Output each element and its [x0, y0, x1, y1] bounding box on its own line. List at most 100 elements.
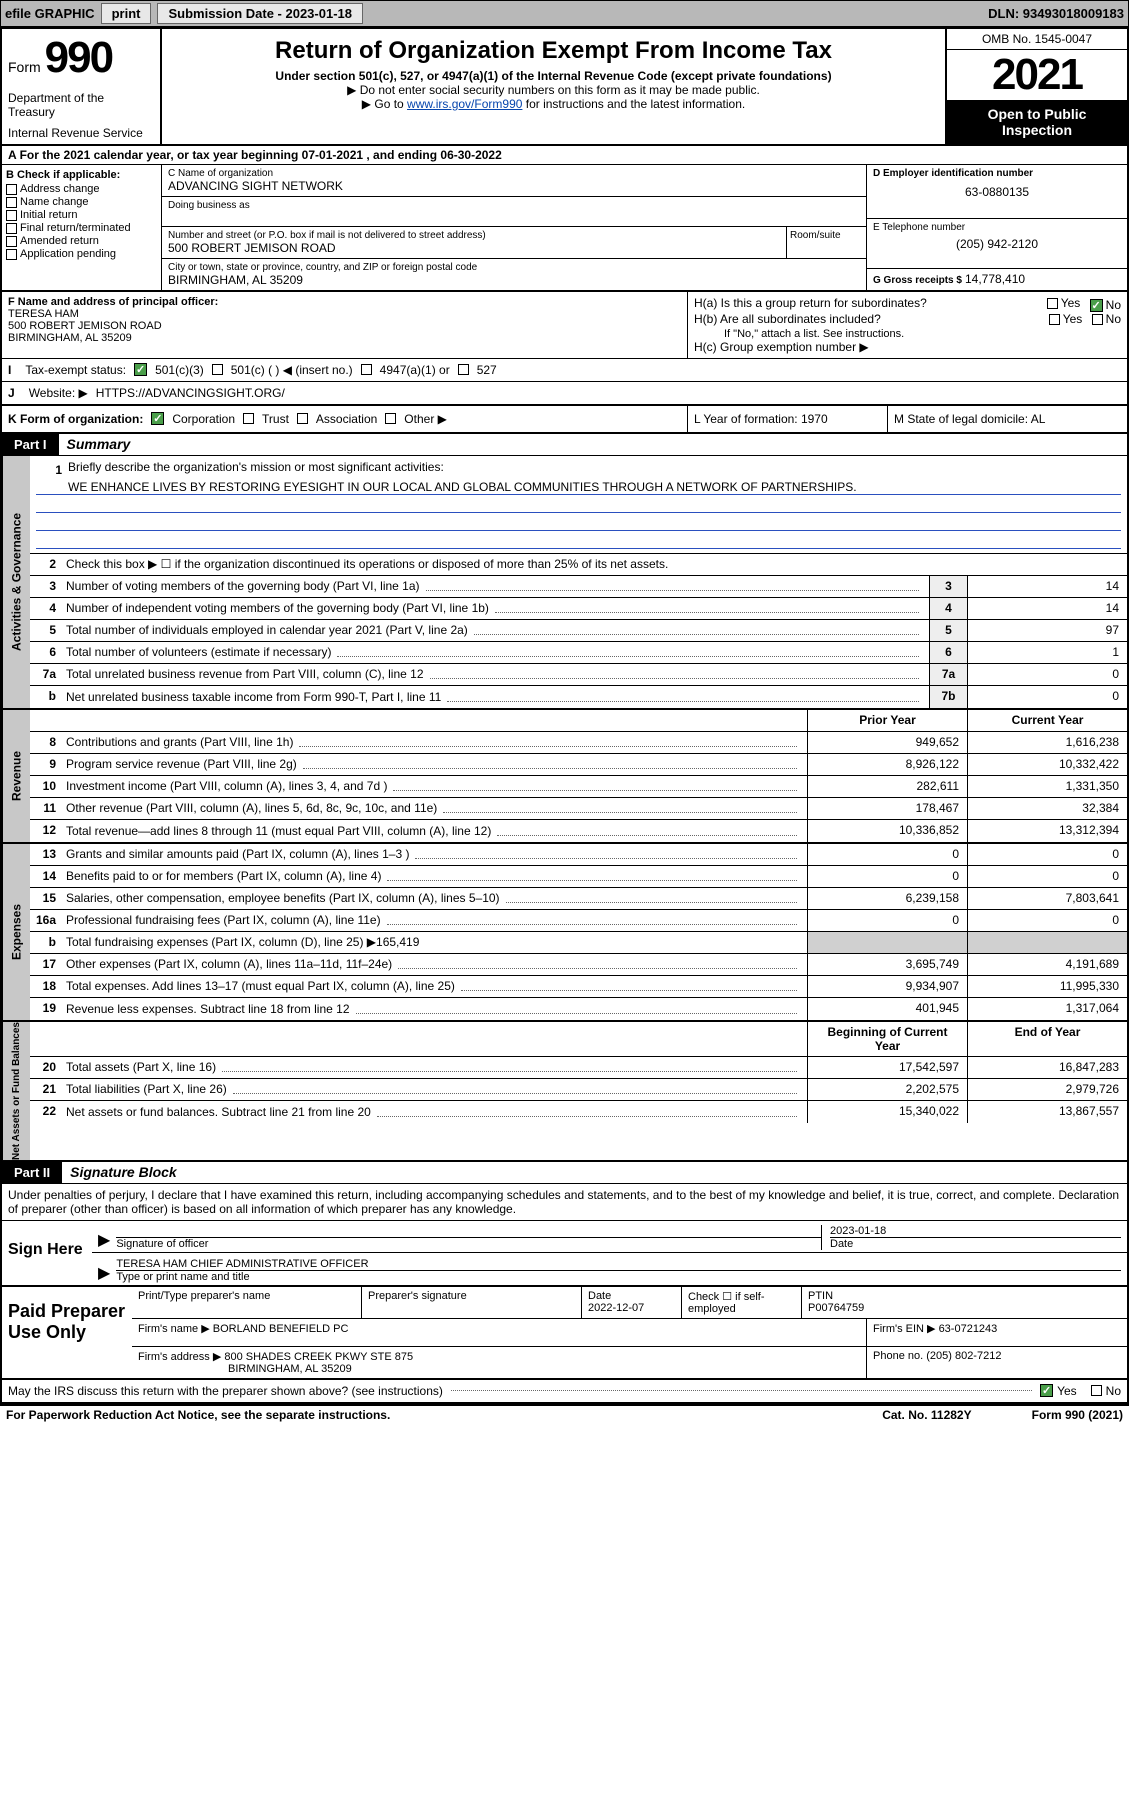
table-row: 20 Total assets (Part X, line 16) 17,542… — [30, 1057, 1127, 1079]
table-row: 14 Benefits paid to or for members (Part… — [30, 866, 1127, 888]
line-desc: Program service revenue (Part VIII, line… — [62, 754, 807, 775]
line-prior: 178,467 — [807, 798, 967, 819]
officer-label: F Name and address of principal officer: — [8, 296, 681, 308]
prep-name-header: Print/Type preparer's name — [132, 1287, 362, 1318]
line-num: 4 — [30, 598, 62, 619]
line-value: 97 — [967, 620, 1127, 641]
line-value: 14 — [967, 576, 1127, 597]
omb-number: OMB No. 1545-0047 — [947, 29, 1127, 50]
line-prior: 2,202,575 — [807, 1079, 967, 1100]
tab-revenue: Revenue — [2, 710, 30, 842]
line-prior: 401,945 — [807, 998, 967, 1020]
header-right: OMB No. 1545-0047 2021 Open to Public In… — [947, 29, 1127, 144]
line-desc: Contributions and grants (Part VIII, lin… — [62, 732, 807, 753]
cb-final-return[interactable] — [6, 223, 17, 234]
discuss-label: May the IRS discuss this return with the… — [8, 1384, 443, 1398]
line-desc: Revenue less expenses. Subtract line 18 … — [62, 998, 807, 1020]
table-row: 9 Program service revenue (Part VIII, li… — [30, 754, 1127, 776]
part2-badge: Part II — [2, 1162, 62, 1183]
line-num: b — [30, 932, 62, 953]
preparer-block: Paid Preparer Use Only Print/Type prepar… — [2, 1287, 1127, 1380]
line-prior: 17,542,597 — [807, 1057, 967, 1078]
discuss-yes-cb-checked[interactable]: ✓ — [1040, 1384, 1053, 1397]
col-d-ein: D Employer identification number 63-0880… — [867, 165, 1127, 290]
line-prior: 9,934,907 — [807, 976, 967, 997]
line-num: 6 — [30, 642, 62, 663]
line-num: 18 — [30, 976, 62, 997]
form-title: Return of Organization Exempt From Incom… — [168, 37, 939, 65]
table-row: b Total fundraising expenses (Part IX, c… — [30, 932, 1127, 954]
line-box: 6 — [929, 642, 967, 663]
part1-header-row: Part I Summary — [2, 434, 1127, 456]
table-row: 5 Total number of individuals employed i… — [30, 620, 1127, 642]
501c-cb[interactable] — [212, 364, 223, 375]
instr-1: ▶ Do not enter social security numbers o… — [168, 83, 939, 97]
cb-application-pending[interactable] — [6, 249, 17, 260]
mission-block: 1 Briefly describe the organization's mi… — [30, 456, 1127, 554]
officer-name: TERESA HAM — [8, 308, 681, 320]
irs-label: Internal Revenue Service — [8, 126, 154, 140]
tax-year: 2021 — [947, 50, 1127, 100]
dba-label: Doing business as — [168, 200, 860, 211]
trust-cb[interactable] — [243, 413, 254, 424]
line-value: 0 — [967, 664, 1127, 685]
gross-label: G Gross receipts $ — [873, 275, 962, 286]
line-prior: 0 — [807, 866, 967, 887]
line-current: 7,803,641 — [967, 888, 1127, 909]
cb-name-change[interactable] — [6, 197, 17, 208]
corp-cb-checked[interactable]: ✓ — [151, 412, 164, 425]
officer-addr2: BIRMINGHAM, AL 35209 — [8, 332, 681, 344]
ein-label: D Employer identification number — [873, 168, 1121, 179]
other-cb[interactable] — [385, 413, 396, 424]
tel-value: (205) 942-2120 — [873, 237, 1121, 251]
discuss-no-cb[interactable] — [1091, 1385, 1102, 1396]
501c3-cb-checked[interactable]: ✓ — [134, 363, 147, 376]
line-desc: Number of independent voting members of … — [62, 598, 929, 619]
ha-label: H(a) Is this a group return for subordin… — [694, 296, 927, 312]
cb-address-change[interactable] — [6, 184, 17, 195]
line-current: 2,979,726 — [967, 1079, 1127, 1100]
cb-amended[interactable] — [6, 236, 17, 247]
typed-label: Type or print name and title — [116, 1270, 1121, 1283]
line-desc: Other revenue (Part VIII, column (A), li… — [62, 798, 807, 819]
part2-title: Signature Block — [62, 1164, 177, 1180]
line-prior: 949,652 — [807, 732, 967, 753]
sig-date-label: Date — [830, 1237, 1121, 1250]
table-row: 4 Number of independent voting members o… — [30, 598, 1127, 620]
ha-no-cb-checked[interactable]: ✓ — [1090, 299, 1103, 312]
form-subtitle: Under section 501(c), 527, or 4947(a)(1)… — [168, 69, 939, 83]
cb-initial-return[interactable] — [6, 210, 17, 221]
line-num: 17 — [30, 954, 62, 975]
line-prior-shaded — [807, 932, 967, 953]
city-label: City or town, state or province, country… — [168, 262, 860, 273]
line-box: 7a — [929, 664, 967, 685]
table-row: 7a Total unrelated business revenue from… — [30, 664, 1127, 686]
line-prior: 282,611 — [807, 776, 967, 797]
ha-yes-cb[interactable] — [1047, 298, 1058, 309]
hb-yes-cb[interactable] — [1049, 314, 1060, 325]
line-current: 13,312,394 — [967, 820, 1127, 842]
tab-governance: Activities & Governance — [2, 456, 30, 708]
form-word: Form — [8, 59, 41, 75]
tel-label: E Telephone number — [873, 222, 1121, 233]
submission-date-button[interactable]: Submission Date - 2023-01-18 — [157, 3, 363, 24]
4947-cb[interactable] — [361, 364, 372, 375]
hb-no-cb[interactable] — [1092, 314, 1103, 325]
col-b-checkboxes: B Check if applicable: Address change Na… — [2, 165, 162, 290]
ptin-label: PTIN — [808, 1290, 1121, 1302]
form-header: Form 990 Department of the Treasury Inte… — [2, 29, 1127, 146]
assoc-cb[interactable] — [297, 413, 308, 424]
line-current: 0 — [967, 866, 1127, 887]
line-num: b — [30, 686, 62, 708]
firm-addr1: 800 SHADES CREEK PKWY STE 875 — [224, 1351, 413, 1363]
irs-link[interactable]: www.irs.gov/Form990 — [407, 97, 522, 111]
topbar: efile GRAPHIC print Submission Date - 20… — [0, 0, 1129, 27]
firm-addr2: BIRMINGHAM, AL 35209 — [138, 1363, 860, 1375]
firm-phone-label: Phone no. — [873, 1350, 923, 1362]
line-num: 15 — [30, 888, 62, 909]
line-value: 14 — [967, 598, 1127, 619]
line-num: 3 — [30, 576, 62, 597]
line-desc: Total unrelated business revenue from Pa… — [62, 664, 929, 685]
527-cb[interactable] — [458, 364, 469, 375]
print-button[interactable]: print — [101, 3, 152, 24]
